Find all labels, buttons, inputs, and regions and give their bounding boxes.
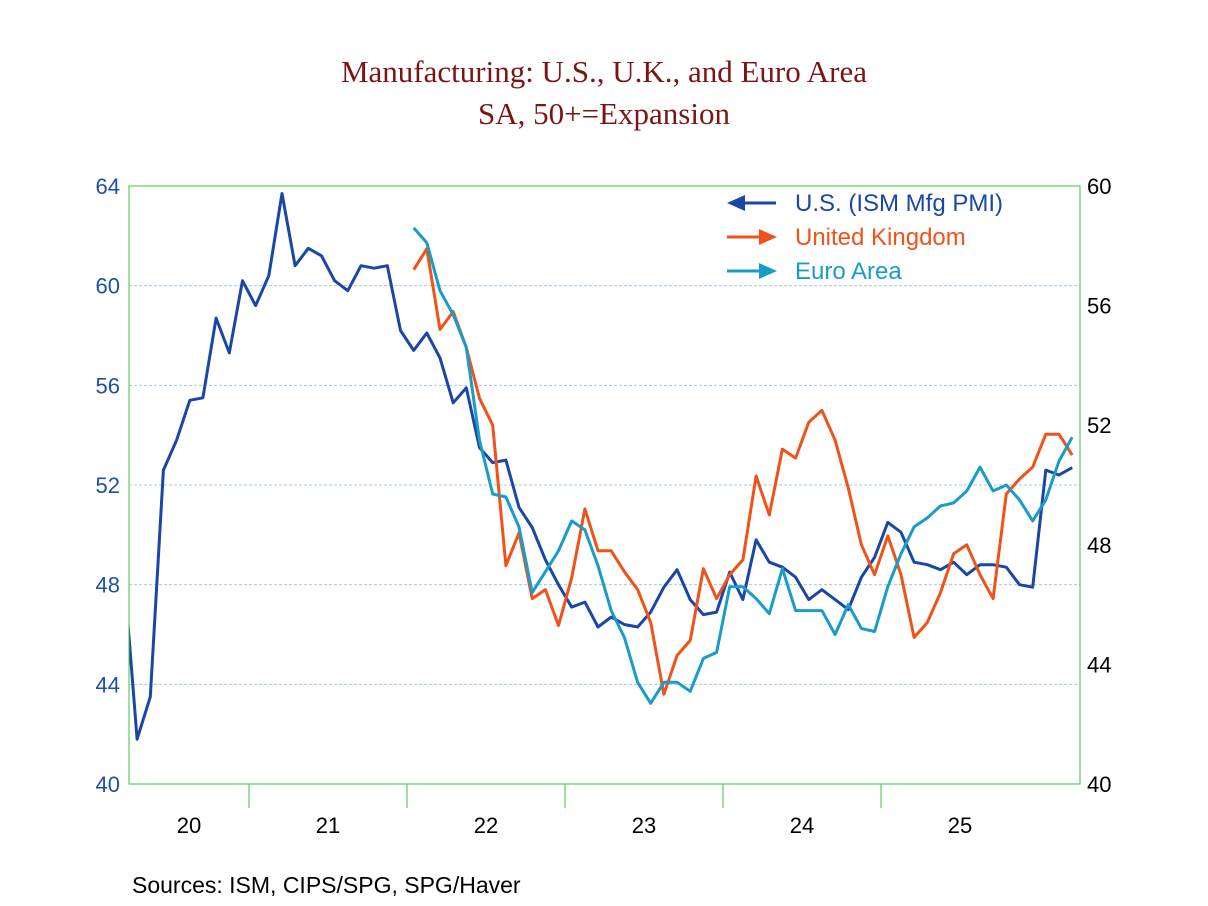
x-tick-label: 25 — [948, 813, 972, 838]
left-tick-label: 44 — [96, 672, 120, 697]
legend-label: U.S. (ISM Mfg PMI) — [795, 190, 1003, 217]
right-tick-label: 56 — [1087, 294, 1111, 319]
left-tick-label: 52 — [96, 473, 120, 498]
left-tick-label: 48 — [96, 573, 120, 598]
series-line-0 — [129, 192, 1073, 741]
x-tick-label: 22 — [474, 813, 498, 838]
chart-subtitle: SA, 50+=Expansion — [478, 96, 730, 131]
left-tick-label: 56 — [96, 373, 120, 398]
right-tick-label: 52 — [1087, 413, 1111, 438]
x-tick-label: 24 — [790, 813, 814, 838]
left-tick-label: 64 — [96, 174, 120, 199]
legend-arrow-left-icon — [727, 195, 745, 211]
legend-label: Euro Area — [795, 258, 902, 285]
left-tick-label: 40 — [96, 772, 120, 797]
right-tick-label: 60 — [1087, 174, 1111, 199]
series-line-2 — [412, 226, 1074, 705]
chart-title: Manufacturing: U.S., U.K., and Euro Area — [340, 54, 868, 89]
source-note: Sources: ISM, CIPS/SPG, SPG/Haver — [132, 872, 521, 898]
right-tick-label: 40 — [1087, 772, 1111, 797]
right-tick-label: 44 — [1087, 652, 1111, 677]
legend-arrow-right-icon — [759, 263, 777, 279]
legend-arrow-right-icon — [759, 229, 777, 245]
plot-frame — [128, 185, 1081, 785]
series-line-1 — [412, 247, 1074, 696]
left-tick-label: 60 — [96, 274, 120, 299]
x-tick-label: 23 — [632, 813, 656, 838]
x-tick-label: 21 — [316, 813, 340, 838]
right-tick-label: 48 — [1087, 533, 1111, 558]
x-tick-label: 20 — [177, 813, 201, 838]
legend-label: United Kingdom — [795, 224, 966, 251]
